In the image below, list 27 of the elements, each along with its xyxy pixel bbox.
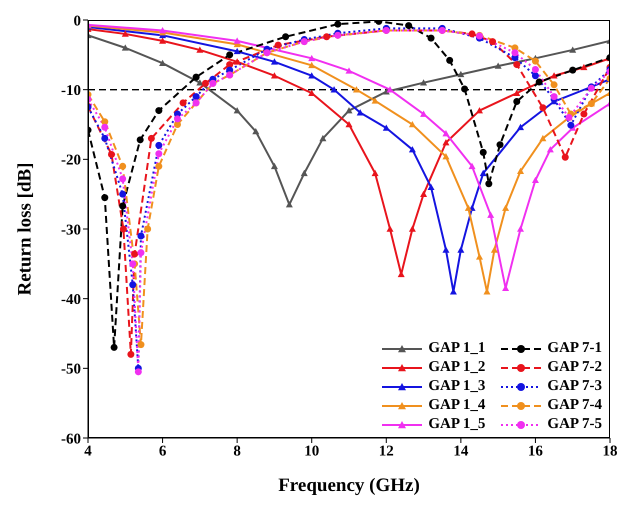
- legend-label: GAP 7-3: [547, 378, 602, 395]
- legend-label: GAP 7-5: [547, 416, 602, 433]
- legend-label: GAP 1_2: [428, 359, 486, 376]
- y-tick-label: 0: [74, 13, 81, 30]
- x-tick-label: 16: [528, 444, 544, 460]
- y-tick-label: -60: [61, 431, 81, 448]
- x-axis-title: Frequency (GHz): [278, 475, 420, 496]
- x-tick-label: 10: [304, 444, 320, 460]
- y-axis-title: Return loss [dB]: [14, 162, 36, 296]
- legend-label: GAP 1_1: [428, 340, 486, 357]
- y-tick-label: -10: [61, 82, 81, 99]
- legend-label: GAP 7-1: [547, 340, 602, 357]
- legend-label: GAP 1_5: [428, 416, 486, 433]
- y-tick-label: -40: [61, 292, 81, 308]
- legend-label: GAP 1_4: [428, 397, 486, 414]
- y-tick-label: -50: [61, 362, 81, 378]
- x-tick-label: 8: [233, 444, 241, 460]
- x-tick-label: 14: [453, 444, 469, 460]
- y-tick-label: -30: [61, 222, 81, 238]
- x-tick-label: 4: [84, 444, 92, 460]
- x-tick-label: 12: [378, 444, 394, 460]
- x-tick-label: 18: [602, 444, 618, 460]
- x-tick-label: 6: [158, 444, 167, 460]
- legend-label: GAP 1_3: [428, 378, 486, 395]
- legend-label: GAP 7-4: [547, 397, 602, 414]
- legend-label: GAP 7-2: [547, 359, 602, 376]
- y-tick-label: -20: [61, 152, 81, 169]
